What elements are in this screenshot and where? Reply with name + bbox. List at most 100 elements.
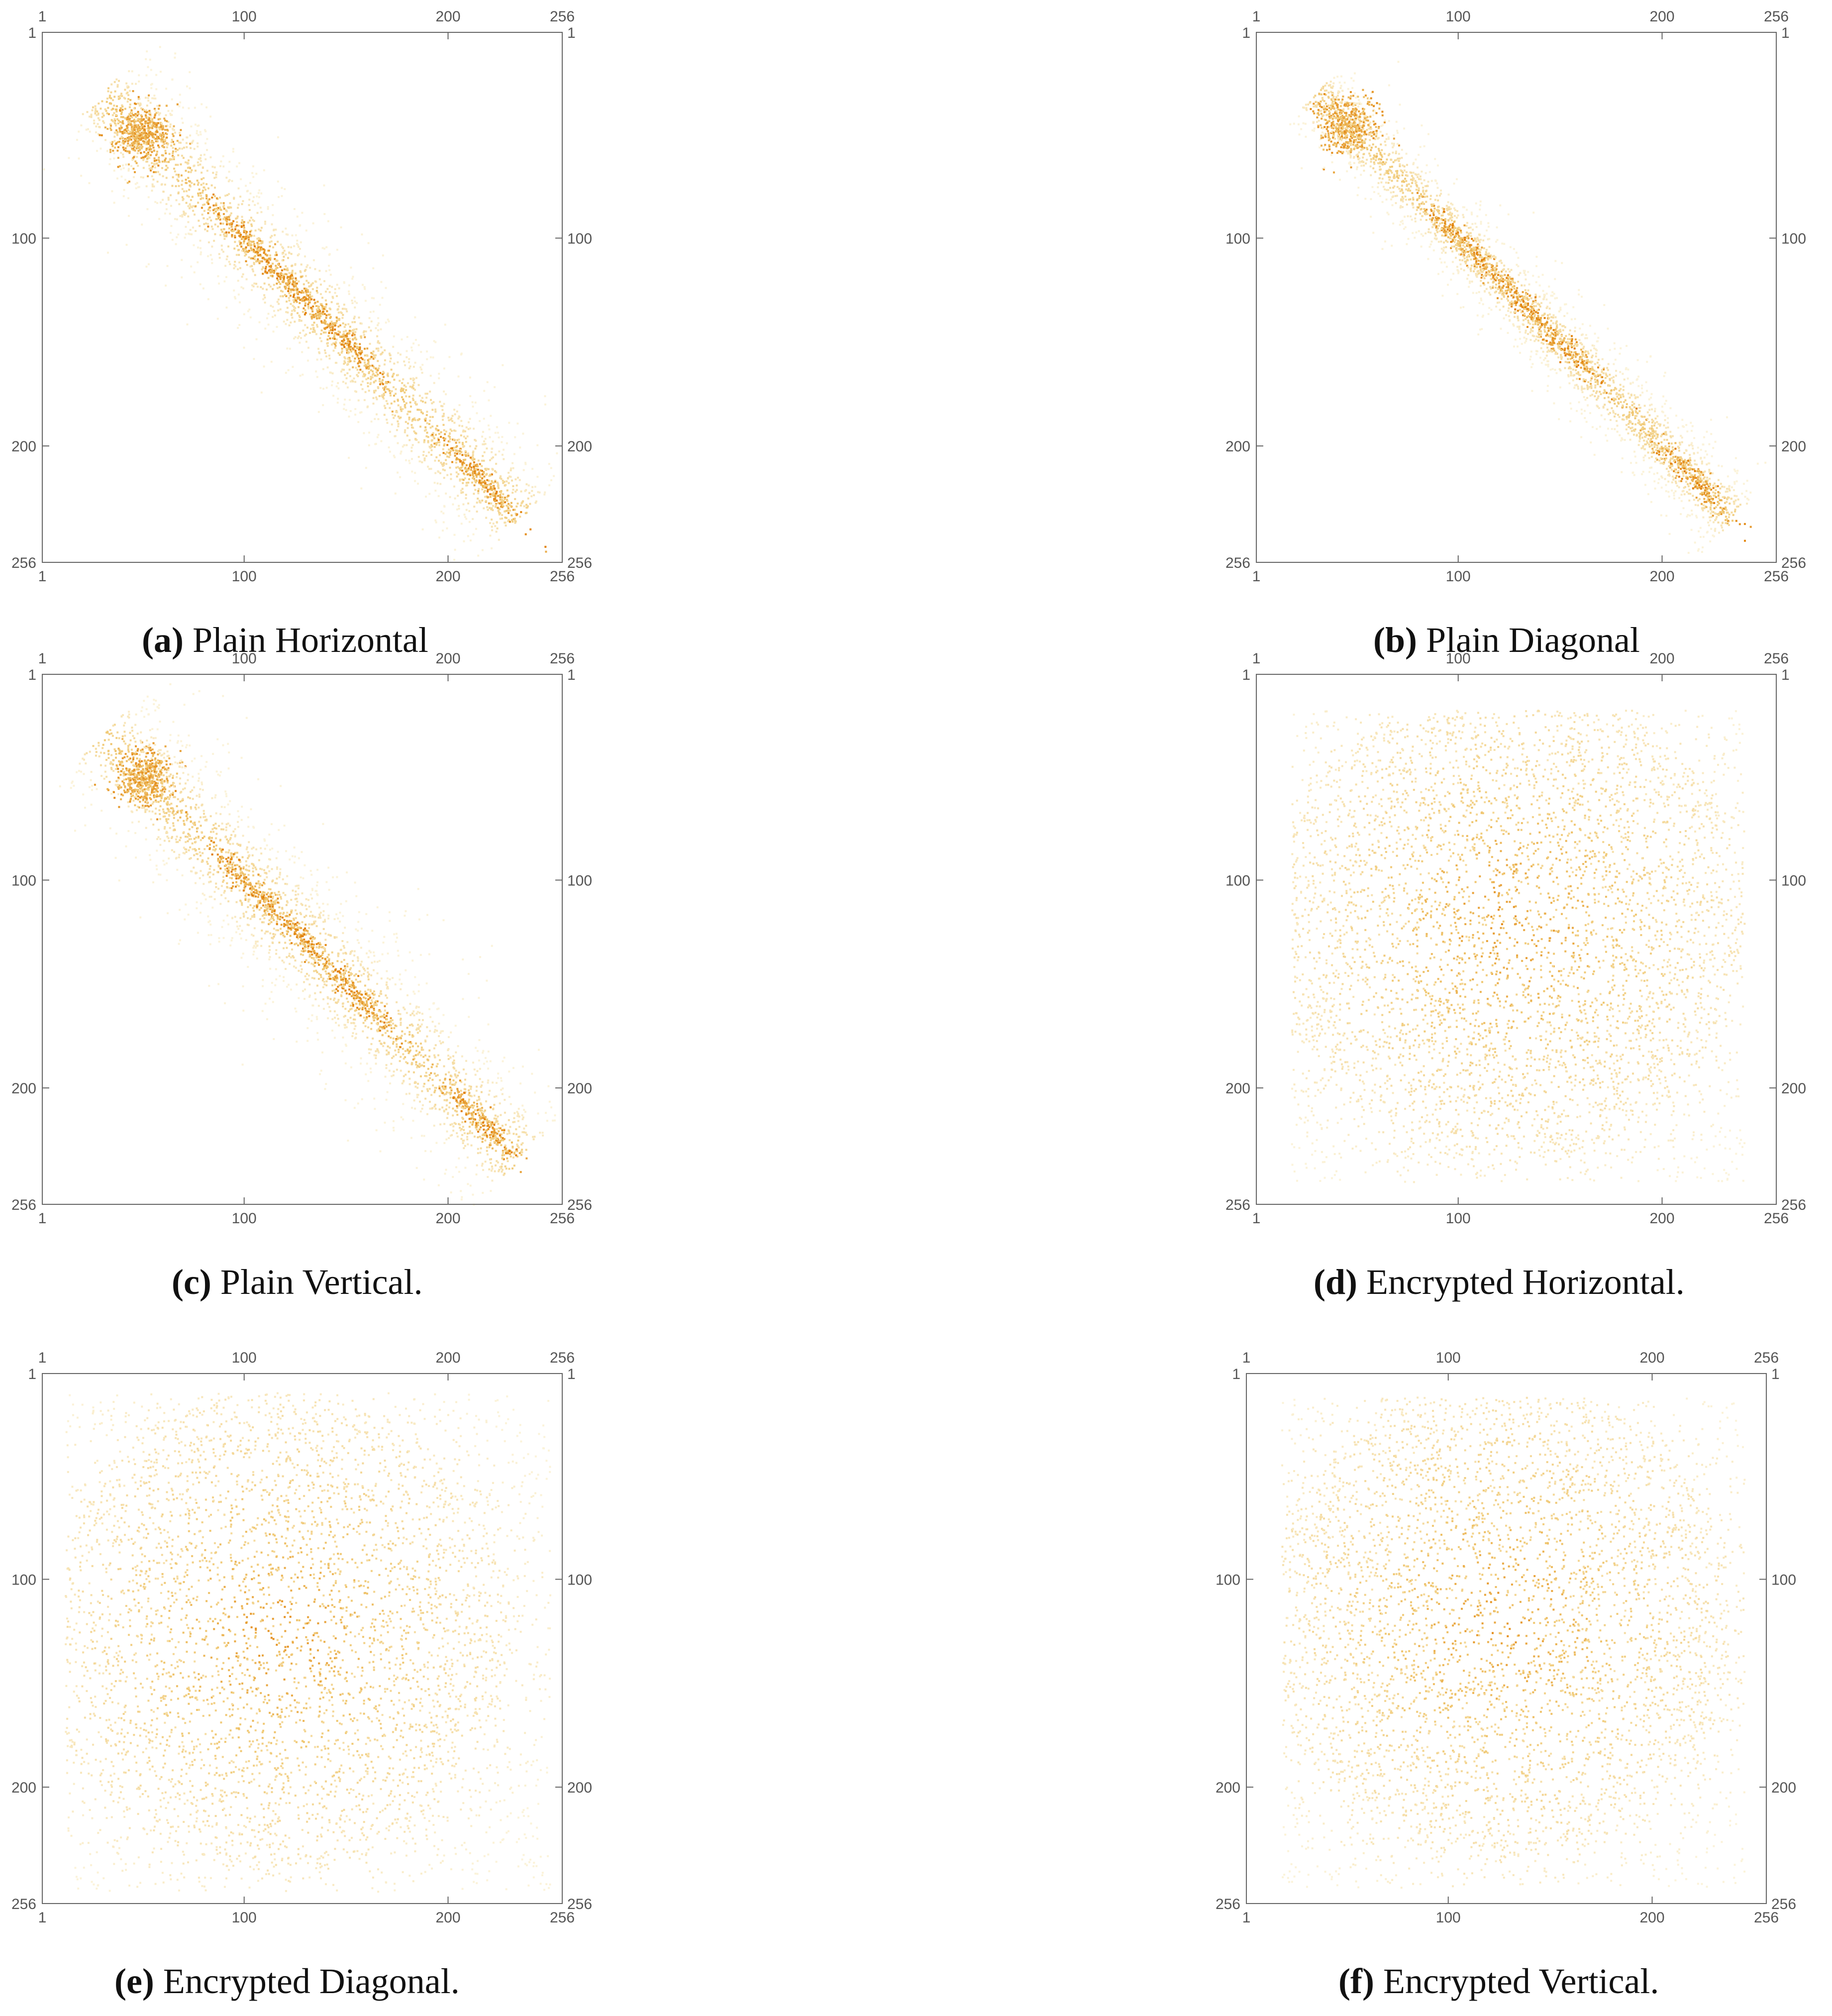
density-point [113,152,115,155]
density-point [255,251,258,253]
density-point [228,193,230,195]
x-tick-label-top: 256 [550,8,575,25]
density-point [1690,476,1692,478]
density-point [155,154,157,156]
density-point [1322,168,1324,170]
density-point [449,438,451,440]
density-point [282,247,285,249]
density-point [550,479,552,481]
density-point [486,484,489,487]
density-point [393,335,395,337]
density-point [155,126,158,129]
density-point [234,297,237,300]
density-point [143,137,146,140]
density-point [1643,421,1645,424]
density-point [1356,194,1359,197]
density-point [450,478,452,480]
density-point [512,467,514,469]
density-point [1353,141,1355,143]
density-point [479,420,481,423]
density-point [1567,374,1569,376]
density-point [458,467,461,469]
density-point [460,420,463,422]
density-point [110,83,113,86]
density-point [156,202,159,204]
density-point [345,377,348,380]
density-point [1475,262,1477,264]
density-point [1409,198,1412,201]
density-point [1384,240,1386,243]
density-point [1460,229,1462,232]
density-point [1479,328,1481,331]
density-point [226,216,228,218]
density-point [1482,267,1484,270]
density-point [1529,305,1532,308]
density-point [225,233,228,236]
density-point [1461,259,1464,262]
density-point [158,107,160,110]
density-point [326,323,329,325]
density-point [1643,405,1646,407]
density-point [285,311,288,314]
density-point [486,506,489,509]
density-point [183,212,186,214]
density-point [1533,310,1535,312]
density-point [165,88,167,90]
density-point [296,239,299,242]
density-point [437,437,439,440]
density-point [389,407,391,409]
density-point [287,246,290,248]
density-point [1701,479,1703,482]
density-point [325,246,328,248]
density-point [233,197,235,199]
density-point [121,104,123,106]
density-point [503,481,506,483]
density-point [352,348,354,351]
density-point [393,379,396,381]
density-point [367,359,369,361]
density-point [1519,272,1522,274]
density-point [263,294,266,297]
density-point [153,157,156,160]
density-point [260,246,262,249]
density-point [521,501,523,504]
density-point [381,382,383,384]
density-point [419,366,422,369]
density-point [1611,398,1613,401]
density-point [175,164,177,166]
density-point [288,272,291,274]
density-point [162,175,164,178]
density-point [145,109,148,111]
density-point [497,483,499,485]
density-point [1445,246,1447,248]
density-point [142,140,144,142]
density-point [165,152,167,154]
density-point [127,214,130,217]
density-point [466,435,469,437]
density-point [181,215,184,218]
density-point [327,314,330,316]
density-point [315,308,318,311]
density-point [203,204,205,206]
density-point [205,183,208,185]
density-point [146,127,148,130]
density-point [472,406,474,408]
density-point [375,380,377,382]
density-point [274,268,277,271]
density-point [1384,172,1387,174]
density-point [377,341,379,344]
density-point [412,366,415,368]
density-point [354,381,357,383]
density-point [1656,472,1658,474]
density-point [442,419,444,421]
density-point [1573,351,1575,354]
density-point [1674,455,1677,458]
density-point [200,133,202,136]
density-point [1732,489,1735,491]
density-point [468,521,471,523]
density-point [1328,148,1331,150]
density-point [277,263,279,265]
density-point [1532,212,1535,214]
density-point [412,377,414,380]
density-point [128,113,131,115]
